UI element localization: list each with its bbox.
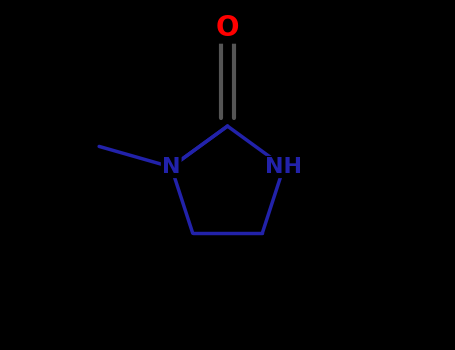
Text: O: O [216,14,239,42]
Text: N: N [162,157,181,177]
Text: NH: NH [265,157,302,177]
